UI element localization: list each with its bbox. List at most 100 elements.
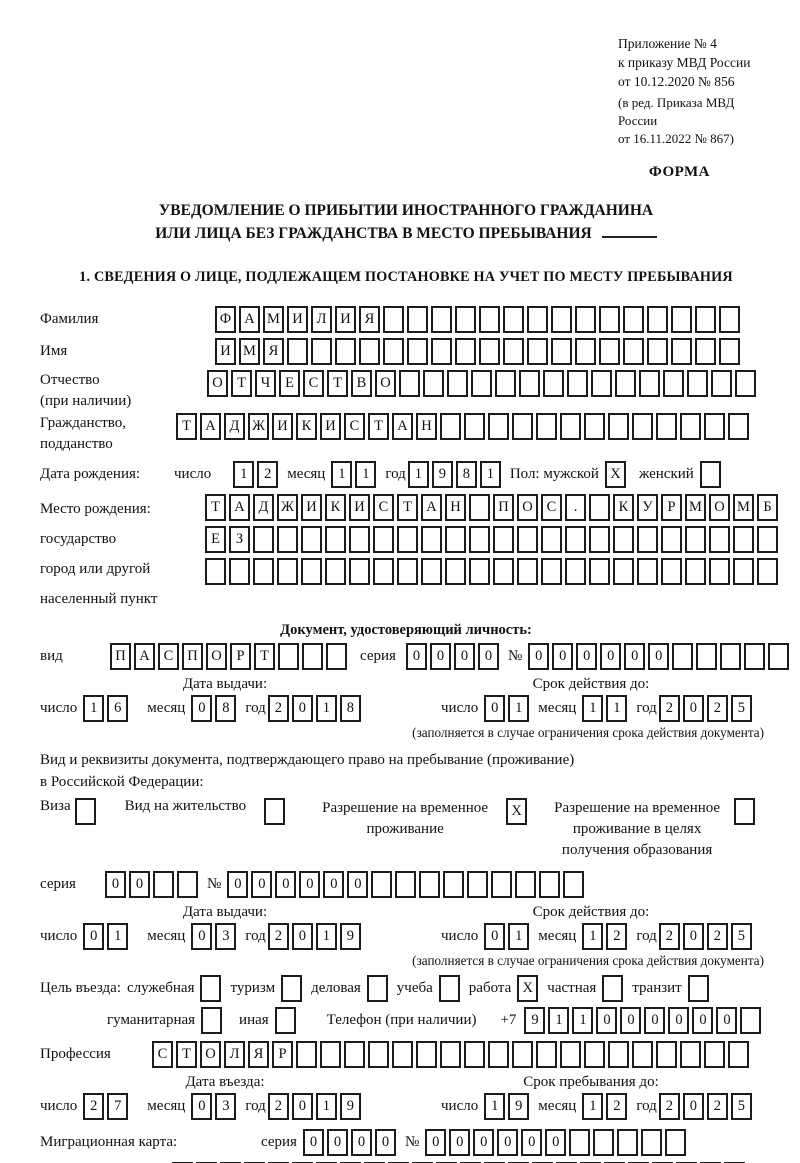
- form-cell[interactable]: И: [272, 413, 293, 440]
- form-cell[interactable]: А: [229, 494, 250, 521]
- form-cell[interactable]: 0: [326, 1129, 348, 1156]
- form-cell[interactable]: [373, 526, 394, 553]
- form-cell[interactable]: [325, 558, 346, 585]
- form-cell[interactable]: [512, 1041, 533, 1068]
- form-cell[interactable]: [637, 558, 658, 585]
- form-cell[interactable]: 1: [548, 1007, 570, 1034]
- form-cell[interactable]: 0: [251, 871, 273, 898]
- form-cell[interactable]: И: [320, 413, 341, 440]
- form-cell[interactable]: [589, 494, 610, 521]
- form-cell[interactable]: С: [303, 370, 324, 397]
- form-cell[interactable]: [661, 558, 682, 585]
- form-cell[interactable]: В: [351, 370, 372, 397]
- form-cell[interactable]: 8: [339, 695, 361, 722]
- form-cell[interactable]: [373, 558, 394, 585]
- form-cell[interactable]: [301, 526, 322, 553]
- form-cell[interactable]: [419, 871, 441, 898]
- form-cell[interactable]: [733, 558, 754, 585]
- form-cell[interactable]: [551, 306, 572, 333]
- form-cell[interactable]: [479, 338, 500, 365]
- form-cell[interactable]: [335, 338, 356, 365]
- form-cell[interactable]: У: [637, 494, 658, 521]
- form-cell[interactable]: [359, 338, 380, 365]
- form-cell[interactable]: 0: [449, 1129, 471, 1156]
- form-cell[interactable]: 1: [479, 461, 501, 488]
- form-cell[interactable]: 0: [528, 643, 550, 670]
- form-cell[interactable]: 0: [682, 1093, 704, 1120]
- form-cell[interactable]: 8: [455, 461, 477, 488]
- form-cell[interactable]: 0: [191, 1093, 213, 1120]
- form-cell[interactable]: Я: [248, 1041, 269, 1068]
- form-cell[interactable]: [493, 558, 514, 585]
- form-cell[interactable]: [229, 558, 250, 585]
- form-cell[interactable]: [709, 558, 730, 585]
- form-cell[interactable]: [608, 413, 629, 440]
- form-cell[interactable]: [344, 1041, 365, 1068]
- form-cell[interactable]: [74, 798, 96, 825]
- form-cell[interactable]: П: [182, 643, 203, 670]
- form-cell[interactable]: [469, 494, 490, 521]
- form-cell[interactable]: 7: [107, 1093, 129, 1120]
- form-cell[interactable]: [366, 975, 388, 1002]
- form-cell[interactable]: [639, 370, 660, 397]
- form-cell[interactable]: [443, 871, 465, 898]
- form-cell[interactable]: 0: [275, 871, 297, 898]
- form-cell[interactable]: 1: [582, 1093, 604, 1120]
- form-cell[interactable]: З: [229, 526, 250, 553]
- form-cell[interactable]: 0: [425, 1129, 447, 1156]
- form-cell[interactable]: С: [344, 413, 365, 440]
- form-cell[interactable]: [613, 526, 634, 553]
- form-cell[interactable]: [661, 526, 682, 553]
- form-cell[interactable]: С: [541, 494, 562, 521]
- form-cell[interactable]: О: [517, 494, 538, 521]
- residence-permit-checkbox[interactable]: [264, 798, 288, 825]
- form-cell[interactable]: 0: [347, 871, 369, 898]
- form-cell[interactable]: [431, 306, 452, 333]
- form-cell[interactable]: [728, 413, 749, 440]
- form-cell[interactable]: [515, 871, 537, 898]
- form-cell[interactable]: [383, 306, 404, 333]
- form-cell[interactable]: [445, 526, 466, 553]
- purpose-transit-checkbox[interactable]: [687, 975, 712, 1002]
- form-cell[interactable]: [527, 306, 548, 333]
- form-cell[interactable]: [617, 1129, 639, 1156]
- form-cell[interactable]: 0: [429, 643, 451, 670]
- form-cell[interactable]: 1: [582, 923, 604, 950]
- form-cell[interactable]: 3: [215, 923, 237, 950]
- form-cell[interactable]: 2: [658, 1093, 680, 1120]
- form-cell[interactable]: [274, 1007, 296, 1034]
- form-cell[interactable]: И: [287, 306, 308, 333]
- form-cell[interactable]: 0: [323, 871, 345, 898]
- form-cell[interactable]: П: [110, 643, 131, 670]
- form-cell[interactable]: [584, 1041, 605, 1068]
- form-cell[interactable]: [709, 526, 730, 553]
- form-cell[interactable]: [479, 306, 500, 333]
- form-cell[interactable]: [728, 1041, 749, 1068]
- form-cell[interactable]: 0: [648, 643, 670, 670]
- form-cell[interactable]: [517, 558, 538, 585]
- form-cell[interactable]: 1: [315, 1093, 337, 1120]
- form-cell[interactable]: [397, 558, 418, 585]
- form-cell[interactable]: К: [296, 413, 317, 440]
- form-cell[interactable]: Б: [757, 494, 778, 521]
- form-cell[interactable]: [685, 526, 706, 553]
- form-cell[interactable]: [536, 413, 557, 440]
- form-cell[interactable]: [301, 558, 322, 585]
- form-cell[interactable]: 0: [299, 871, 321, 898]
- form-cell[interactable]: [455, 338, 476, 365]
- form-cell[interactable]: [695, 338, 716, 365]
- form-cell[interactable]: [503, 338, 524, 365]
- form-cell[interactable]: [699, 461, 721, 488]
